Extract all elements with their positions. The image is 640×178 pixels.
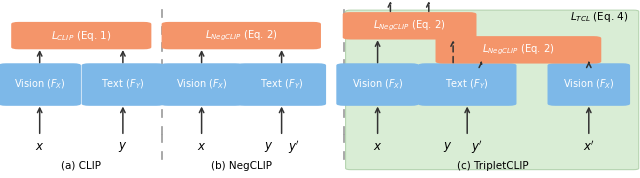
FancyBboxPatch shape xyxy=(337,63,419,106)
Text: $x$: $x$ xyxy=(197,140,206,153)
Text: $L_{NegCLIP}$ (Eq. 2): $L_{NegCLIP}$ (Eq. 2) xyxy=(205,28,278,43)
FancyBboxPatch shape xyxy=(548,63,630,106)
FancyBboxPatch shape xyxy=(82,63,164,106)
FancyBboxPatch shape xyxy=(160,63,243,106)
Text: $x$: $x$ xyxy=(35,140,44,153)
FancyBboxPatch shape xyxy=(0,63,81,106)
Text: $x'$: $x'$ xyxy=(583,140,595,154)
Text: (b) NegCLIP: (b) NegCLIP xyxy=(211,161,272,171)
Text: $L_{NegCLIP}$ (Eq. 2): $L_{NegCLIP}$ (Eq. 2) xyxy=(373,19,446,33)
Text: Text ($F_Y$): Text ($F_Y$) xyxy=(260,78,303,91)
FancyBboxPatch shape xyxy=(418,63,516,106)
FancyBboxPatch shape xyxy=(436,36,602,64)
Text: Text ($F_Y$): Text ($F_Y$) xyxy=(101,78,145,91)
FancyBboxPatch shape xyxy=(161,22,321,49)
Text: $y'$: $y'$ xyxy=(471,138,483,156)
Text: Vision ($F_X$): Vision ($F_X$) xyxy=(176,78,227,91)
FancyBboxPatch shape xyxy=(343,12,476,40)
Text: $L_{TCL}$ (Eq. 4): $L_{TCL}$ (Eq. 4) xyxy=(570,10,628,24)
Text: $L_{NegCLIP}$ (Eq. 2): $L_{NegCLIP}$ (Eq. 2) xyxy=(482,43,555,57)
Text: Text ($F_Y$): Text ($F_Y$) xyxy=(445,78,489,91)
Text: $y'$: $y'$ xyxy=(289,138,300,156)
Text: Vision ($F_X$): Vision ($F_X$) xyxy=(352,78,403,91)
Text: (c) TripletCLIP: (c) TripletCLIP xyxy=(457,161,529,171)
FancyBboxPatch shape xyxy=(237,63,326,106)
Text: $x$: $x$ xyxy=(373,140,382,153)
Text: $y$: $y$ xyxy=(444,140,452,154)
Text: Vision ($F_X$): Vision ($F_X$) xyxy=(563,78,614,91)
FancyBboxPatch shape xyxy=(346,10,639,170)
Text: $y$: $y$ xyxy=(264,140,273,154)
Text: $L_{CLIP}$ (Eq. 1): $L_{CLIP}$ (Eq. 1) xyxy=(51,29,111,43)
Text: (a) CLIP: (a) CLIP xyxy=(61,161,101,171)
FancyBboxPatch shape xyxy=(11,22,151,49)
Text: $y$: $y$ xyxy=(118,140,127,154)
Text: Vision ($F_X$): Vision ($F_X$) xyxy=(14,78,65,91)
